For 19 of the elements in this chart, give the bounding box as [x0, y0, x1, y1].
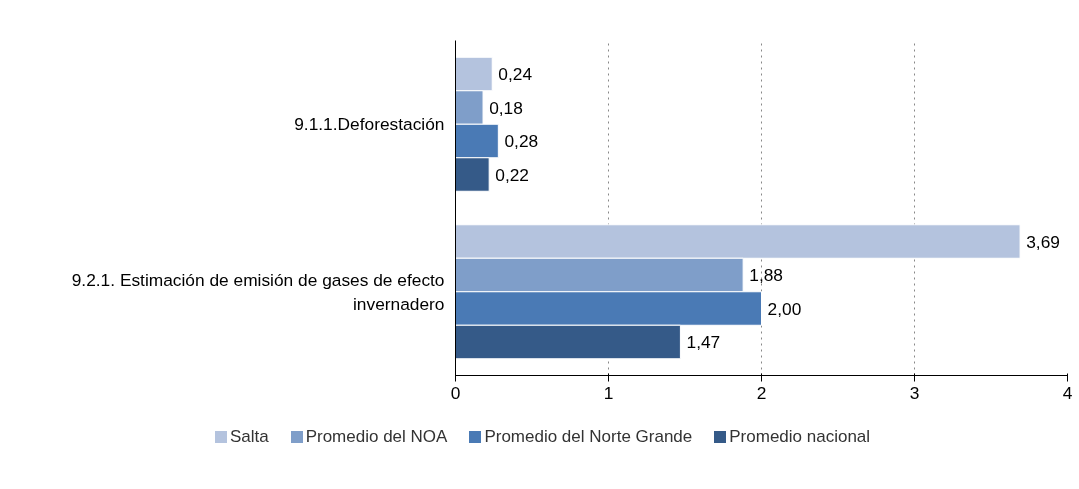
legend-label: Promedio del Norte Grande	[484, 426, 693, 448]
data-label: 1,47	[686, 332, 721, 352]
y-tick-label: 9.2.1. Estimación de emisión de gases de efecto invernadero	[71, 269, 445, 314]
data-label: 0,24	[498, 64, 533, 84]
data-label: 3,69	[1026, 231, 1060, 252]
x-tick-label: 1	[603, 382, 614, 403]
data-label: 0,28	[504, 131, 539, 151]
x-tick-label: 3	[909, 382, 920, 403]
legend-label: Promedio nacional	[729, 426, 871, 448]
data-label: 1,88	[749, 265, 783, 285]
legend-label: Salta	[229, 426, 269, 448]
legend-label: Promedio del NOA	[305, 426, 448, 448]
x-tick-label: 4	[1062, 382, 1073, 403]
x-tick-label: 2	[756, 382, 767, 403]
data-label: 2,00	[767, 298, 802, 319]
x-tick-label: 0	[450, 382, 461, 403]
data-label: 0,18	[489, 97, 523, 118]
y-tick-label: 9.1.1.Deforestación	[294, 114, 445, 135]
data-label: 0,22	[495, 164, 530, 185]
